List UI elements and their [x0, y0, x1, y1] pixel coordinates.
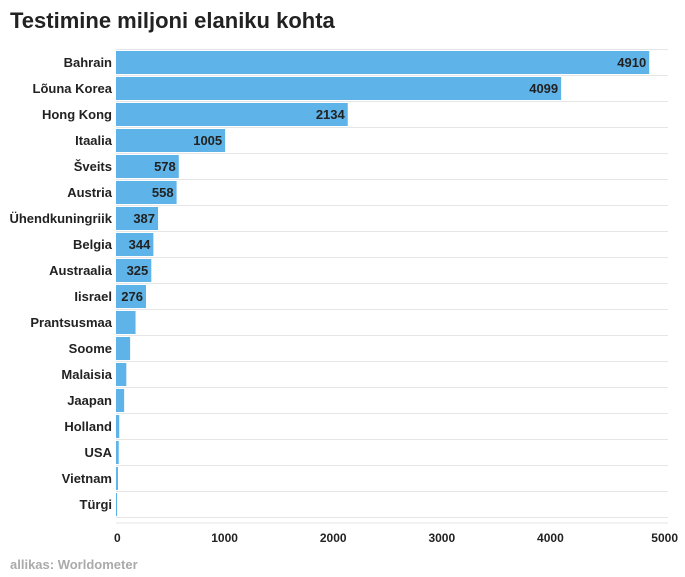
category-label: Ühendkuningriik — [9, 211, 112, 226]
category-label: Belgia — [73, 237, 113, 252]
data-label: 276 — [121, 289, 143, 304]
data-label: 558 — [152, 185, 174, 200]
x-tick-label: 2000 — [320, 531, 347, 545]
bar — [116, 155, 179, 178]
data-label: 344 — [129, 237, 151, 252]
category-label: Malaisia — [61, 367, 112, 382]
category-label: Bahrain — [64, 55, 112, 70]
bar — [116, 129, 226, 152]
category-label: Lõuna Korea — [33, 81, 113, 96]
category-label: Šveits — [74, 159, 112, 174]
bar — [116, 493, 118, 516]
category-label: Prantsusmaa — [30, 315, 112, 330]
data-label: 578 — [154, 159, 176, 174]
labels: Bahrain 4910 Lõuna Korea 4099 Hong Kong 2134 I… — [9, 55, 646, 512]
x-tick-label: 1000 — [211, 531, 238, 545]
category-label: Itaalia — [75, 133, 113, 148]
bar — [116, 415, 120, 438]
category-label: Holland — [64, 419, 112, 434]
bar — [116, 441, 119, 464]
category-label: Türgi — [80, 497, 113, 512]
category-label: Soome — [69, 341, 112, 356]
bar — [116, 337, 131, 360]
data-label: 325 — [127, 263, 149, 278]
data-label: 4910 — [617, 55, 646, 70]
data-label: 1005 — [193, 133, 222, 148]
category-label: Vietnam — [62, 471, 112, 486]
bar — [116, 467, 118, 490]
x-tick-label: 0 — [114, 531, 121, 545]
bar — [116, 181, 177, 204]
x-axis: 0 1000 2000 3000 4000 5000 — [114, 522, 678, 545]
data-label: 2134 — [316, 107, 346, 122]
x-tick-label: 3000 — [428, 531, 455, 545]
bar — [116, 259, 152, 282]
data-label: 387 — [133, 211, 155, 226]
bar — [116, 77, 562, 100]
x-tick-label: 5000 — [651, 531, 678, 545]
chart-title: Testimine miljoni elaniku kohta — [10, 8, 335, 33]
bar — [116, 207, 159, 230]
category-label: Jaapan — [67, 393, 112, 408]
x-tick-label: 4000 — [537, 531, 564, 545]
source-note: allikas: Worldometer — [10, 557, 138, 572]
bar — [116, 311, 136, 334]
category-label: Iisrael — [74, 289, 112, 304]
bar — [116, 363, 127, 386]
bar — [116, 233, 154, 256]
category-label: Austraalia — [49, 263, 113, 278]
grid-lines — [116, 49, 668, 518]
category-label: USA — [85, 445, 113, 460]
category-label: Hong Kong — [42, 107, 112, 122]
bar — [116, 285, 146, 308]
category-label: Austria — [67, 185, 113, 200]
bar — [116, 389, 125, 412]
bar — [116, 103, 348, 126]
data-label: 4099 — [529, 81, 558, 96]
bars — [116, 51, 650, 516]
bar — [116, 51, 650, 74]
